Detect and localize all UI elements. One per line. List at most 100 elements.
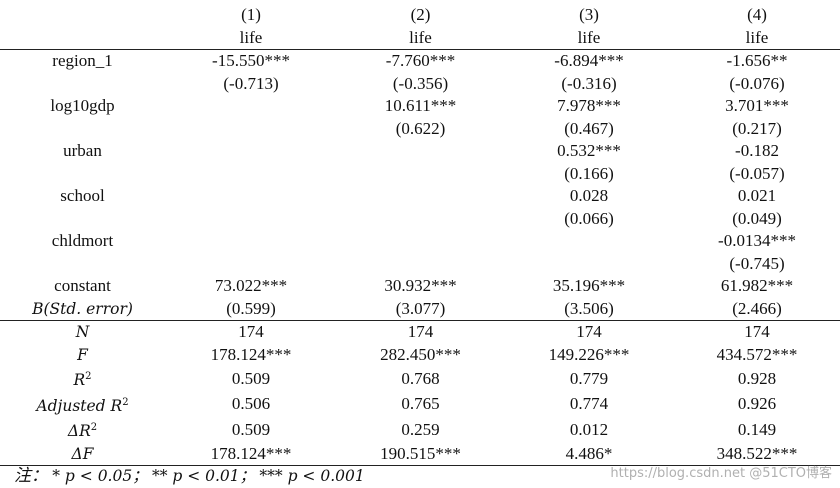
coef-cell: 35.196*** <box>552 276 626 295</box>
se-cell: (2.466) <box>674 297 840 321</box>
coef-cell <box>337 140 504 163</box>
stat-cell: 0.509 <box>231 419 271 439</box>
coef-cell <box>165 95 337 118</box>
header-row-depvar: life life life life <box>0 26 840 50</box>
row-label-b-std-error: B(Std. error) <box>0 297 165 321</box>
coef-cell: -0.0134*** <box>718 231 796 250</box>
stat-cell: 0.012 <box>569 419 609 439</box>
stat-cell: 178.124*** <box>210 344 292 364</box>
col-header-2: (2) <box>410 5 431 24</box>
depvar-3: life <box>504 26 674 50</box>
row-r2: R2 0.509 0.768 0.779 0.928 <box>0 366 840 392</box>
se-cell <box>504 253 674 276</box>
se-cell: (-0.745) <box>729 253 785 273</box>
row-f: F 178.124*** 282.450*** 149.226*** 434.5… <box>0 344 840 367</box>
coef-cell: 73.022*** <box>214 276 288 295</box>
coef-cell <box>337 185 504 208</box>
stat-cell: 348.522*** <box>674 442 840 466</box>
se-cell: (-0.356) <box>392 73 449 93</box>
note-p05: * p < 0.05； <box>52 467 148 485</box>
stat-label-delta-r2: ΔR2 <box>67 422 98 440</box>
se-cell: (3.506) <box>504 297 674 321</box>
coef-cell <box>165 140 337 163</box>
coef-cell: 0.532*** <box>557 141 621 160</box>
row-chldmort-coef: chldmort -0.0134*** <box>0 230 840 253</box>
stat-cell: 174 <box>744 322 770 341</box>
se-cell: (0.467) <box>564 118 614 138</box>
se-cell: (0.622) <box>395 118 446 138</box>
coef-cell <box>165 230 337 253</box>
stat-label-r2: R2 <box>73 371 92 389</box>
se-cell: (0.217) <box>732 118 782 138</box>
row-label: region_1 <box>52 51 113 70</box>
row-region-coef: region_1 -15.550*** -7.760*** -6.894*** … <box>0 50 840 73</box>
se-cell: (-0.316) <box>561 73 617 93</box>
row-adjusted-r2: Adjusted R2 0.506 0.765 0.774 0.926 <box>0 392 840 418</box>
se-cell: (0.066) <box>564 208 614 228</box>
stat-label-n: N <box>75 323 90 341</box>
coef-cell: -0.182 <box>735 141 779 160</box>
coef-cell <box>504 230 674 253</box>
stat-cell: 0.768 <box>401 368 440 388</box>
stat-label-adjusted-r2: Adjusted R2 <box>36 396 129 415</box>
stat-label-delta-f: ΔF <box>0 442 165 466</box>
significance-note: 注： * p < 0.05； ** p < 0.01； *** p < 0.00… <box>14 461 365 486</box>
stat-cell: 174 <box>576 322 602 341</box>
row-constant-coef: constant 73.022*** 30.932*** 35.196*** 6… <box>0 275 840 298</box>
row-school-se: (0.066) (0.049) <box>0 208 840 231</box>
se-cell: (-0.057) <box>729 163 785 183</box>
row-label: urban <box>63 141 102 160</box>
stat-cell: 0.779 <box>569 368 609 388</box>
stat-cell: 174 <box>407 322 434 341</box>
col-header-1: (1) <box>241 5 261 24</box>
note-prefix: 注： <box>14 466 48 486</box>
regression-table: (1) (2) (3) (4) life life life life regi… <box>0 4 840 466</box>
coef-cell: 10.611*** <box>384 96 457 115</box>
se-cell <box>165 118 337 141</box>
stat-cell: 190.515*** <box>337 442 504 466</box>
depvar-4: life <box>674 26 840 50</box>
coef-cell: -7.760*** <box>385 51 456 70</box>
row-label: chldmort <box>51 231 114 250</box>
col-header-3: (3) <box>579 5 599 24</box>
row-log10gdp-coef: log10gdp 10.611*** 7.978*** 3.701*** <box>0 95 840 118</box>
coef-cell: 3.701*** <box>725 96 789 115</box>
row-urban-se: (0.166) (-0.057) <box>0 163 840 186</box>
se-cell: (-0.713) <box>223 73 279 93</box>
coef-cell: -6.894*** <box>554 51 624 70</box>
watermark: https://blog.csdn.net @51CTO博客 <box>610 466 832 481</box>
row-label: constant <box>54 276 111 295</box>
stat-cell: 178.124*** <box>165 442 337 466</box>
col-header-4: (4) <box>747 5 767 24</box>
stat-cell: 0.509 <box>231 368 271 388</box>
coef-cell <box>165 185 337 208</box>
row-log10gdp-se: (0.622) (0.467) (0.217) <box>0 118 840 141</box>
depvar-1: life <box>165 26 337 50</box>
stat-cell: 0.926 <box>737 394 777 413</box>
stat-cell: 0.774 <box>569 394 609 413</box>
se-cell: (0.049) <box>732 208 782 228</box>
row-school-coef: school 0.028 0.021 <box>0 185 840 208</box>
stat-cell: 149.226*** <box>548 344 630 364</box>
header-row-numbers: (1) (2) (3) (4) <box>0 4 840 27</box>
row-delta-f: ΔF 178.124*** 190.515*** 4.486* 348.522*… <box>0 442 840 466</box>
coef-cell: -1.656** <box>726 51 788 70</box>
stat-cell: 0.928 <box>737 368 777 388</box>
se-cell: (0.166) <box>564 163 614 183</box>
note-p01: ** p < 0.01； <box>151 467 256 485</box>
stat-cell: 174 <box>238 322 264 341</box>
coef-cell: 61.982*** <box>720 276 794 295</box>
coef-cell: 30.932*** <box>384 276 457 295</box>
note-p001: *** p < 0.001 <box>259 467 365 485</box>
stat-cell: 282.450*** <box>380 344 461 364</box>
stat-cell: 0.765 <box>401 394 440 413</box>
coef-cell: -15.550*** <box>212 51 290 70</box>
coef-cell: 0.028 <box>569 186 609 205</box>
stat-cell: 0.149 <box>737 419 777 439</box>
coef-cell <box>337 230 504 253</box>
row-label: school <box>60 186 105 205</box>
se-cell <box>165 253 337 276</box>
row-chldmort-se: (-0.745) <box>0 253 840 276</box>
row-region-se: (-0.713) (-0.356) (-0.316) (-0.076) <box>0 73 840 96</box>
row-constant-se: B(Std. error) (0.599) (3.077) (3.506) (2… <box>0 297 840 321</box>
